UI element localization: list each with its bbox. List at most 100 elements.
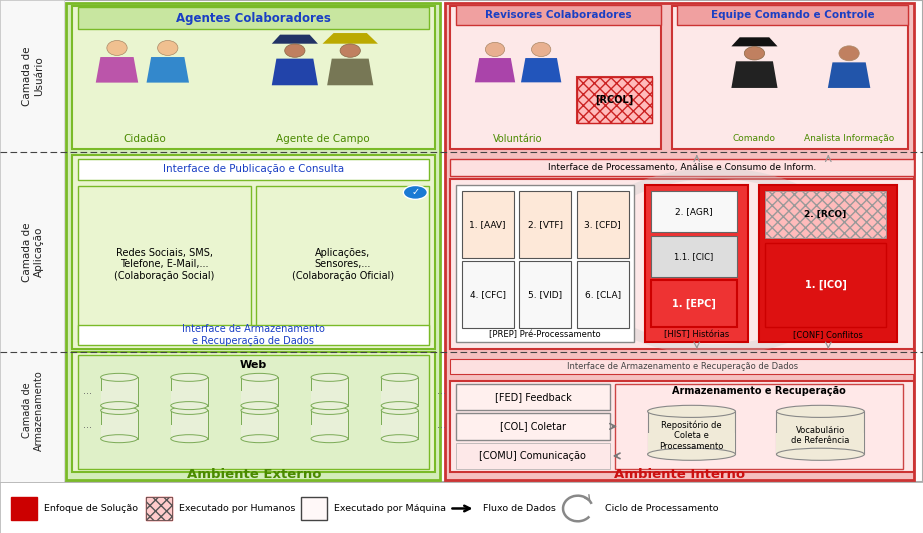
Polygon shape bbox=[327, 59, 373, 85]
Text: Analista Informação: Analista Informação bbox=[804, 134, 894, 143]
Text: Camada de
Aplicação: Camada de Aplicação bbox=[22, 222, 44, 281]
Ellipse shape bbox=[532, 42, 551, 56]
Bar bbox=[577, 77, 653, 123]
Text: Interface de Armazenamento
e Recuperação de Dados: Interface de Armazenamento e Recuperação… bbox=[182, 325, 325, 346]
Bar bbox=[616, 384, 903, 469]
Bar bbox=[672, 6, 908, 149]
Ellipse shape bbox=[284, 44, 305, 58]
Bar bbox=[450, 6, 661, 149]
Bar bbox=[648, 411, 736, 454]
Bar bbox=[241, 391, 278, 406]
Bar bbox=[577, 261, 629, 328]
Bar bbox=[11, 497, 37, 520]
Ellipse shape bbox=[648, 448, 736, 461]
Ellipse shape bbox=[171, 373, 208, 381]
Ellipse shape bbox=[241, 402, 278, 409]
Bar bbox=[450, 179, 914, 349]
Text: ...: ... bbox=[437, 419, 446, 430]
Bar bbox=[651, 280, 737, 327]
Bar bbox=[78, 159, 429, 180]
Polygon shape bbox=[271, 35, 318, 44]
Bar bbox=[450, 359, 914, 374]
Bar bbox=[101, 410, 138, 439]
Ellipse shape bbox=[101, 373, 138, 381]
Bar bbox=[456, 413, 610, 440]
Text: Comando: Comando bbox=[733, 134, 776, 143]
Bar bbox=[519, 191, 571, 258]
Bar bbox=[171, 377, 208, 406]
Text: 2. [VTF]: 2. [VTF] bbox=[528, 220, 562, 229]
Bar bbox=[450, 381, 914, 472]
Text: Redes Sociais, SMS,
Telefone, E-Mail,...
(Colaboração Social): Redes Sociais, SMS, Telefone, E-Mail,...… bbox=[114, 247, 214, 281]
Bar bbox=[241, 377, 278, 406]
Bar bbox=[78, 355, 429, 469]
Text: Enfoque de Solução: Enfoque de Solução bbox=[44, 504, 138, 513]
Bar bbox=[72, 6, 435, 149]
Bar bbox=[456, 384, 610, 410]
Bar bbox=[241, 410, 278, 439]
Ellipse shape bbox=[381, 402, 418, 409]
Polygon shape bbox=[147, 57, 189, 83]
Bar bbox=[78, 7, 429, 29]
Text: 1. [AAV]: 1. [AAV] bbox=[469, 220, 506, 229]
Ellipse shape bbox=[485, 42, 505, 56]
Polygon shape bbox=[731, 61, 777, 88]
Bar bbox=[765, 191, 886, 238]
Text: [PREP] Pré-Processamento: [PREP] Pré-Processamento bbox=[489, 330, 601, 339]
Bar bbox=[241, 425, 278, 439]
Text: ...: ... bbox=[83, 386, 92, 397]
Bar bbox=[381, 377, 418, 406]
Text: Ciclo de Processamento: Ciclo de Processamento bbox=[605, 504, 719, 513]
Ellipse shape bbox=[744, 47, 764, 60]
Bar bbox=[311, 391, 348, 406]
Text: Revisores Colaboradores: Revisores Colaboradores bbox=[485, 10, 631, 20]
Bar bbox=[171, 425, 208, 439]
Bar bbox=[78, 325, 429, 345]
Bar bbox=[311, 425, 348, 439]
Text: Camada de
Usuário: Camada de Usuário bbox=[22, 46, 44, 106]
Bar bbox=[101, 425, 138, 439]
Text: Ambiente Externo: Ambiente Externo bbox=[187, 468, 322, 481]
Polygon shape bbox=[828, 62, 870, 88]
Text: Ambiente Interno: Ambiente Interno bbox=[614, 468, 745, 481]
Bar bbox=[381, 391, 418, 406]
Bar bbox=[311, 377, 348, 406]
Bar bbox=[462, 191, 513, 258]
Ellipse shape bbox=[101, 435, 138, 443]
Ellipse shape bbox=[381, 373, 418, 381]
Ellipse shape bbox=[839, 46, 859, 61]
Text: Camada de
Armazenamento: Camada de Armazenamento bbox=[22, 370, 44, 451]
Polygon shape bbox=[96, 57, 138, 83]
Bar bbox=[677, 5, 908, 25]
Bar bbox=[456, 443, 610, 469]
Bar bbox=[577, 77, 653, 123]
Bar bbox=[301, 497, 327, 520]
Bar bbox=[256, 186, 429, 342]
Text: 4. [CFC]: 4. [CFC] bbox=[470, 290, 506, 299]
Bar bbox=[0, 482, 923, 533]
Text: Fluxo de Dados: Fluxo de Dados bbox=[483, 504, 556, 513]
Ellipse shape bbox=[241, 407, 278, 415]
Ellipse shape bbox=[107, 41, 127, 55]
Text: [RCOL]: [RCOL] bbox=[595, 95, 633, 105]
Text: ...: ... bbox=[437, 386, 446, 397]
Text: 5. [VID]: 5. [VID] bbox=[528, 290, 562, 299]
Text: [HIST] Histórias: [HIST] Histórias bbox=[665, 330, 729, 339]
Ellipse shape bbox=[776, 405, 864, 417]
Text: Vocabulário
de Referência: Vocabulário de Referência bbox=[791, 426, 849, 445]
Bar bbox=[171, 410, 208, 439]
Bar bbox=[78, 186, 250, 342]
Bar bbox=[146, 497, 172, 520]
Bar bbox=[101, 377, 138, 406]
Ellipse shape bbox=[158, 41, 178, 55]
Text: 2. [RCO]: 2. [RCO] bbox=[805, 210, 846, 219]
Bar bbox=[776, 433, 864, 454]
Text: Aplicações,
Sensores,...
(Colaboração Oficial): Aplicações, Sensores,... (Colaboração Of… bbox=[292, 247, 394, 281]
Text: [COL] Coletar: [COL] Coletar bbox=[500, 422, 566, 431]
Bar bbox=[456, 5, 661, 25]
Bar bbox=[381, 410, 418, 439]
Text: 1. [EPC]: 1. [EPC] bbox=[672, 298, 716, 309]
Bar bbox=[760, 185, 897, 342]
Text: 6. [CLA]: 6. [CLA] bbox=[584, 290, 620, 299]
Bar bbox=[72, 155, 435, 349]
